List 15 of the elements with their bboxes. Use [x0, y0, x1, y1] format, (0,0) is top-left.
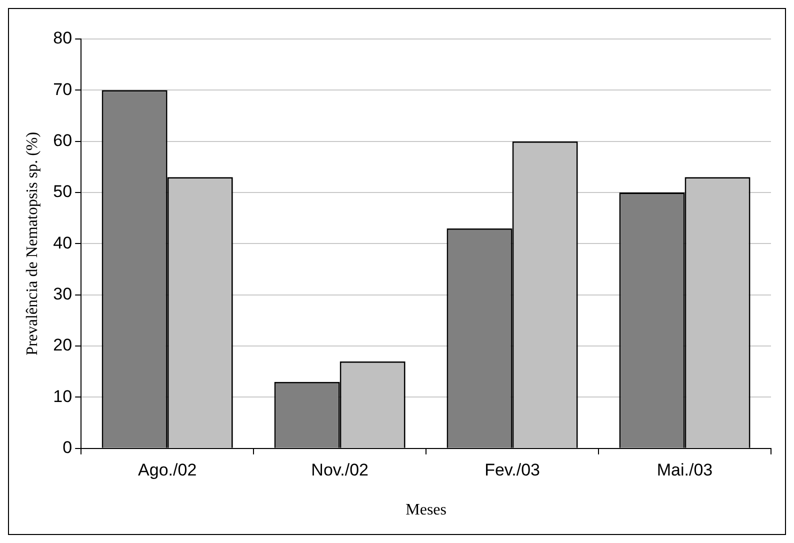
y-tick-label: 40	[53, 233, 72, 252]
y-tick-label: 20	[53, 336, 72, 355]
x-axis-title: Meses	[406, 502, 446, 519]
y-tick-label: 50	[53, 182, 72, 202]
y-tick-label: 0	[62, 438, 72, 458]
x-tick-label: Ago./02	[138, 460, 197, 480]
y-tick-label: 70	[53, 80, 72, 99]
x-tick-label: Mai./03	[656, 460, 713, 480]
y-tick-label: 80	[53, 28, 72, 48]
y-tick-label: 30	[53, 284, 72, 304]
x-tick-label: Fev./03	[484, 460, 540, 480]
y-tick-label: 60	[53, 131, 72, 150]
y-axis-title: Prevalência de Nematopsis sp. (%)	[24, 132, 41, 356]
y-tick-label: 10	[53, 386, 72, 406]
x-tick-label: Nov./02	[311, 460, 368, 480]
